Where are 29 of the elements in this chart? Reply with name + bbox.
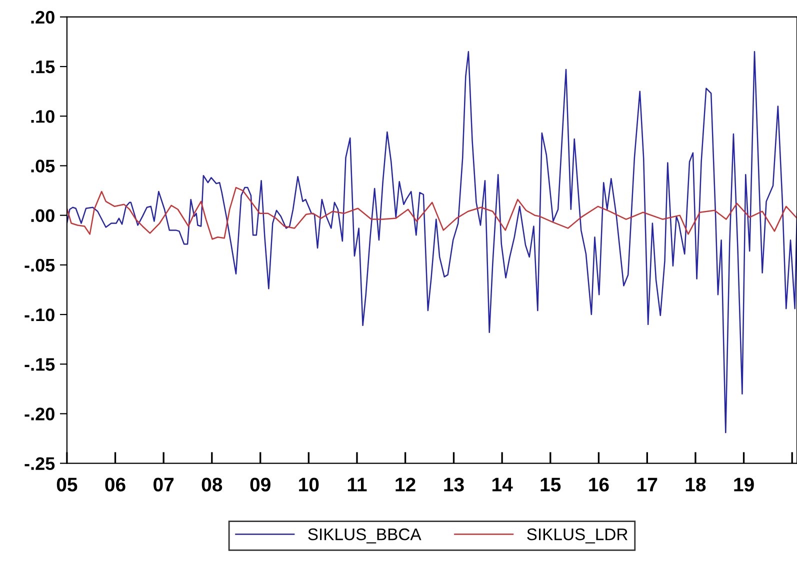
x-tick-label: 09: [250, 478, 270, 492]
y-tick-label: .10: [31, 110, 54, 123]
x-tick-label: 15: [540, 478, 561, 492]
y-tick-label: .00: [31, 209, 54, 222]
x-tick-label: 19: [734, 478, 754, 492]
y-tick-label: .05: [31, 160, 55, 172]
y-tick-label: -.20: [24, 408, 54, 420]
y-tick-label: .20: [31, 10, 54, 24]
x-tick-label: 17: [638, 478, 658, 492]
x-tick-label: 06: [105, 478, 126, 492]
legend-label: SIKLUS_LDR: [527, 528, 628, 544]
x-tick-label: 16: [589, 478, 609, 492]
x-tick-label: 14: [492, 478, 513, 492]
x-tick-label: 10: [299, 478, 319, 492]
line-series: [66, 186, 797, 240]
x-tick-label: 12: [396, 478, 416, 492]
y-tick-label: -.25: [24, 457, 55, 470]
y-tick-label: -.10: [24, 308, 54, 322]
x-tick-label: 11: [348, 478, 367, 492]
x-tick-label: 13: [444, 478, 464, 492]
line-series: [66, 51, 797, 434]
y-tick-label: .15: [31, 60, 55, 74]
y-tick-label: -.05: [24, 258, 55, 272]
x-tick-label: 05: [56, 478, 78, 492]
x-tick-label: 07: [154, 478, 174, 492]
x-tick-label: 08: [202, 478, 222, 492]
x-tick-label: 18: [686, 478, 706, 492]
y-tick-label: -.15: [24, 358, 55, 371]
legend-label: SIKLUS_BBCA: [308, 528, 422, 544]
